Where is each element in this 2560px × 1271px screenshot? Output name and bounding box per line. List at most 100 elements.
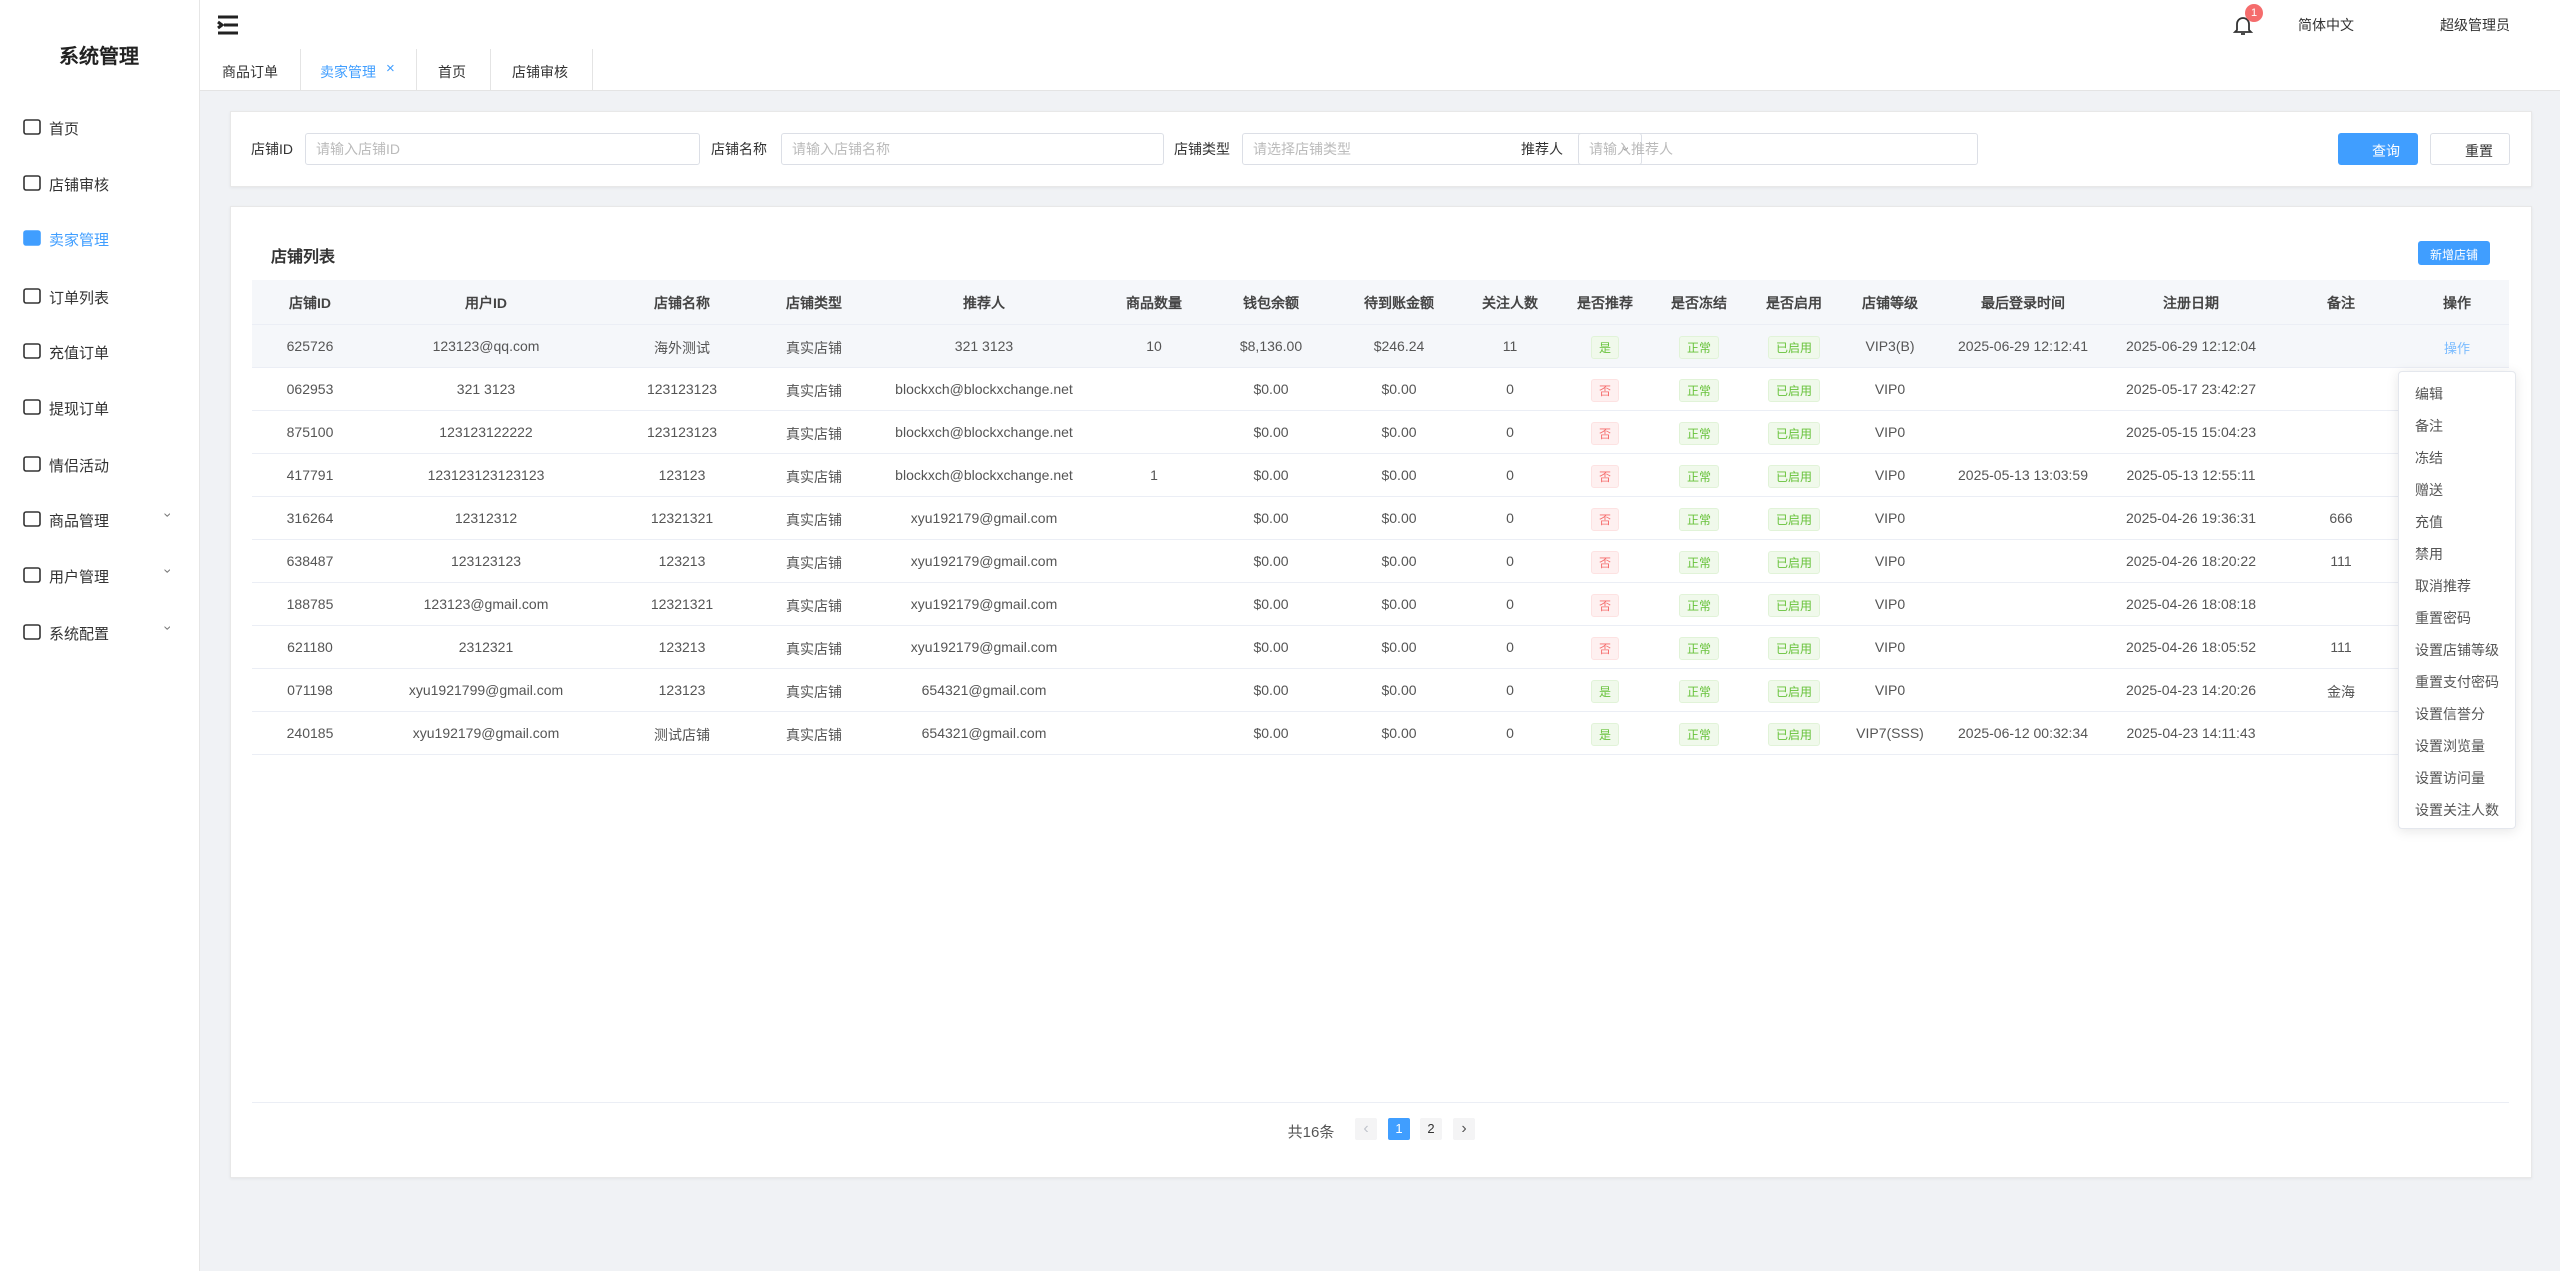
dropdown-item[interactable]: 设置关注人数 <box>2415 802 2499 818</box>
menu-item[interactable]: 店铺审核 <box>49 177 110 194</box>
dropdown-item[interactable]: 设置信誉分 <box>2415 706 2485 722</box>
menu-item[interactable]: 卖家管理 <box>49 232 110 249</box>
column-header: 最后登录时间 <box>1981 295 2065 311</box>
dropdown-item[interactable]: 赠送 <box>2415 482 2443 498</box>
status-tag: 否 <box>1590 465 1620 488</box>
reset-button[interactable]: 重置 <box>2430 133 2510 165</box>
cell: 11 <box>1502 338 1518 354</box>
dropdown-item[interactable]: 禁用 <box>2415 546 2443 562</box>
menu-item[interactable]: 充值订单 <box>49 345 110 362</box>
status-tag: 已启用 <box>1767 379 1821 402</box>
column-header: 推荐人 <box>963 295 1005 311</box>
column-header: 操作 <box>2443 295 2471 311</box>
cell: xyu192179@gmail.com <box>910 553 1058 569</box>
table-row <box>252 712 2509 755</box>
cell: 真实店铺 <box>786 512 842 528</box>
dropdown-item[interactable]: 重置密码 <box>2415 610 2471 626</box>
cell: 2025-04-23 14:20:26 <box>2126 682 2256 698</box>
search-input[interactable]: 请输入店铺ID <box>305 133 700 165</box>
cell: VIP7(SSS) <box>1856 725 1924 741</box>
cell: 0 <box>1506 381 1514 397</box>
cell: 10 <box>1146 338 1162 354</box>
cell: 123213 <box>658 639 706 655</box>
cell: 123123@qq.com <box>432 338 540 354</box>
dropdown-item[interactable]: 设置浏览量 <box>2415 738 2485 754</box>
cell: 0 <box>1506 725 1514 741</box>
column-header: 店铺等级 <box>1862 295 1918 311</box>
column-header: 关注人数 <box>1482 295 1538 311</box>
column-header: 用户ID <box>465 295 507 311</box>
query-label[interactable]: 查询 <box>2372 143 2400 159</box>
cell: 123123@gmail.com <box>423 596 549 612</box>
dropdown-item[interactable]: 编辑 <box>2415 386 2443 402</box>
tab[interactable]: 店铺审核 <box>490 49 593 90</box>
cell: 0 <box>1506 424 1514 440</box>
chevron: › <box>160 625 177 631</box>
tab-label[interactable]: 商品订单 <box>222 64 278 80</box>
search-input[interactable]: 请输入店铺名称 <box>781 133 1164 165</box>
prev-page[interactable]: ‹ <box>1355 1118 1377 1140</box>
dropdown-item[interactable]: 充值 <box>2415 514 2443 530</box>
status-tag: 是 <box>1590 723 1620 746</box>
dropdown-item[interactable]: 重置支付密码 <box>2415 674 2499 690</box>
menu-toggle[interactable] <box>216 14 240 36</box>
status-tag: 正常 <box>1678 680 1720 703</box>
dropdown-item[interactable]: 备注 <box>2415 418 2443 434</box>
menu-item[interactable]: 订单列表 <box>49 290 110 307</box>
menu-item[interactable]: 商品管理 <box>49 513 110 530</box>
bell-icon[interactable] <box>2232 14 2254 36</box>
placeholder: 请输入店铺名称 <box>792 141 890 157</box>
next-page[interactable]: › <box>1453 1118 1475 1140</box>
search-input[interactable]: 请输入推荐人 <box>1578 133 1978 165</box>
cell: $0.00 <box>1381 510 1417 526</box>
menu-item[interactable]: 首页 <box>49 121 80 138</box>
notification-badge: 1 <box>2245 4 2263 22</box>
menu-icon <box>23 624 41 640</box>
table-row <box>252 368 2509 411</box>
menu-item[interactable]: 用户管理 <box>49 569 110 586</box>
user-menu[interactable]: 超级管理员 <box>2440 17 2510 33</box>
add-label[interactable]: 新增店铺 <box>2430 248 2479 262</box>
cell: 123123123 <box>646 424 718 440</box>
dropdown-item[interactable]: 设置访问量 <box>2415 770 2485 786</box>
dropdown-item[interactable]: 取消推荐 <box>2415 578 2471 594</box>
search-input[interactable]: 请选择店铺类型 › <box>1242 133 1642 165</box>
language-select[interactable]: 简体中文 <box>2298 17 2354 33</box>
dropdown-item[interactable]: 冻结 <box>2415 450 2443 466</box>
tab[interactable]: 商品订单 <box>200 49 301 90</box>
page-button[interactable]: 1 <box>1388 1118 1410 1140</box>
cell: 真实店铺 <box>786 684 842 700</box>
top-bar: 1 简体中文 超级管理员 <box>200 0 2560 50</box>
cell: 2025-05-15 15:04:23 <box>2126 424 2256 440</box>
cell: 2025-04-26 19:36:31 <box>2126 510 2256 526</box>
column-header: 待到账金额 <box>1364 295 1434 311</box>
cell: 240185 <box>286 725 334 741</box>
query-button[interactable]: 查询 <box>2338 133 2418 165</box>
tab-label[interactable]: 首页 <box>438 64 466 80</box>
cell: 123123123123123 <box>427 467 545 483</box>
reset-label[interactable]: 重置 <box>2465 143 2493 159</box>
page-button[interactable]: 2 <box>1420 1118 1442 1140</box>
sidebar-title: 系统管理 <box>59 46 139 68</box>
menu-item[interactable]: 情侣活动 <box>49 458 110 475</box>
cell: xyu192179@gmail.com <box>910 596 1058 612</box>
dropdown-item[interactable]: 设置店铺等级 <box>2415 642 2499 658</box>
action-dropdown: 编辑备注冻结赠送充值禁用取消推荐重置密码设置店铺等级 重置支付密码 设置信誉分设置浏… <box>2398 371 2516 829</box>
tab-close[interactable]: × <box>386 60 395 77</box>
table-row <box>252 626 2509 669</box>
status-tag: 正常 <box>1678 465 1720 488</box>
action-link[interactable]: 操作 <box>2443 341 2471 356</box>
cell: 621180 <box>287 639 333 655</box>
pagination-total: 共16条 <box>1287 1124 1335 1141</box>
menu-item[interactable]: 系统配置 <box>49 626 110 643</box>
menu-icon <box>23 288 41 304</box>
tab[interactable]: 卖家管理 × <box>300 49 417 90</box>
tab-label[interactable]: 卖家管理 <box>320 64 376 80</box>
cell: 测试店铺 <box>654 727 710 743</box>
add-button[interactable]: 新增店铺 <box>2418 241 2490 265</box>
tab-label[interactable]: 店铺审核 <box>512 64 568 80</box>
tab[interactable]: 首页 <box>416 49 491 90</box>
cell: $0.00 <box>1381 381 1417 397</box>
placeholder: 请选择店铺类型 <box>1253 141 1351 157</box>
menu-item[interactable]: 提现订单 <box>49 401 110 418</box>
